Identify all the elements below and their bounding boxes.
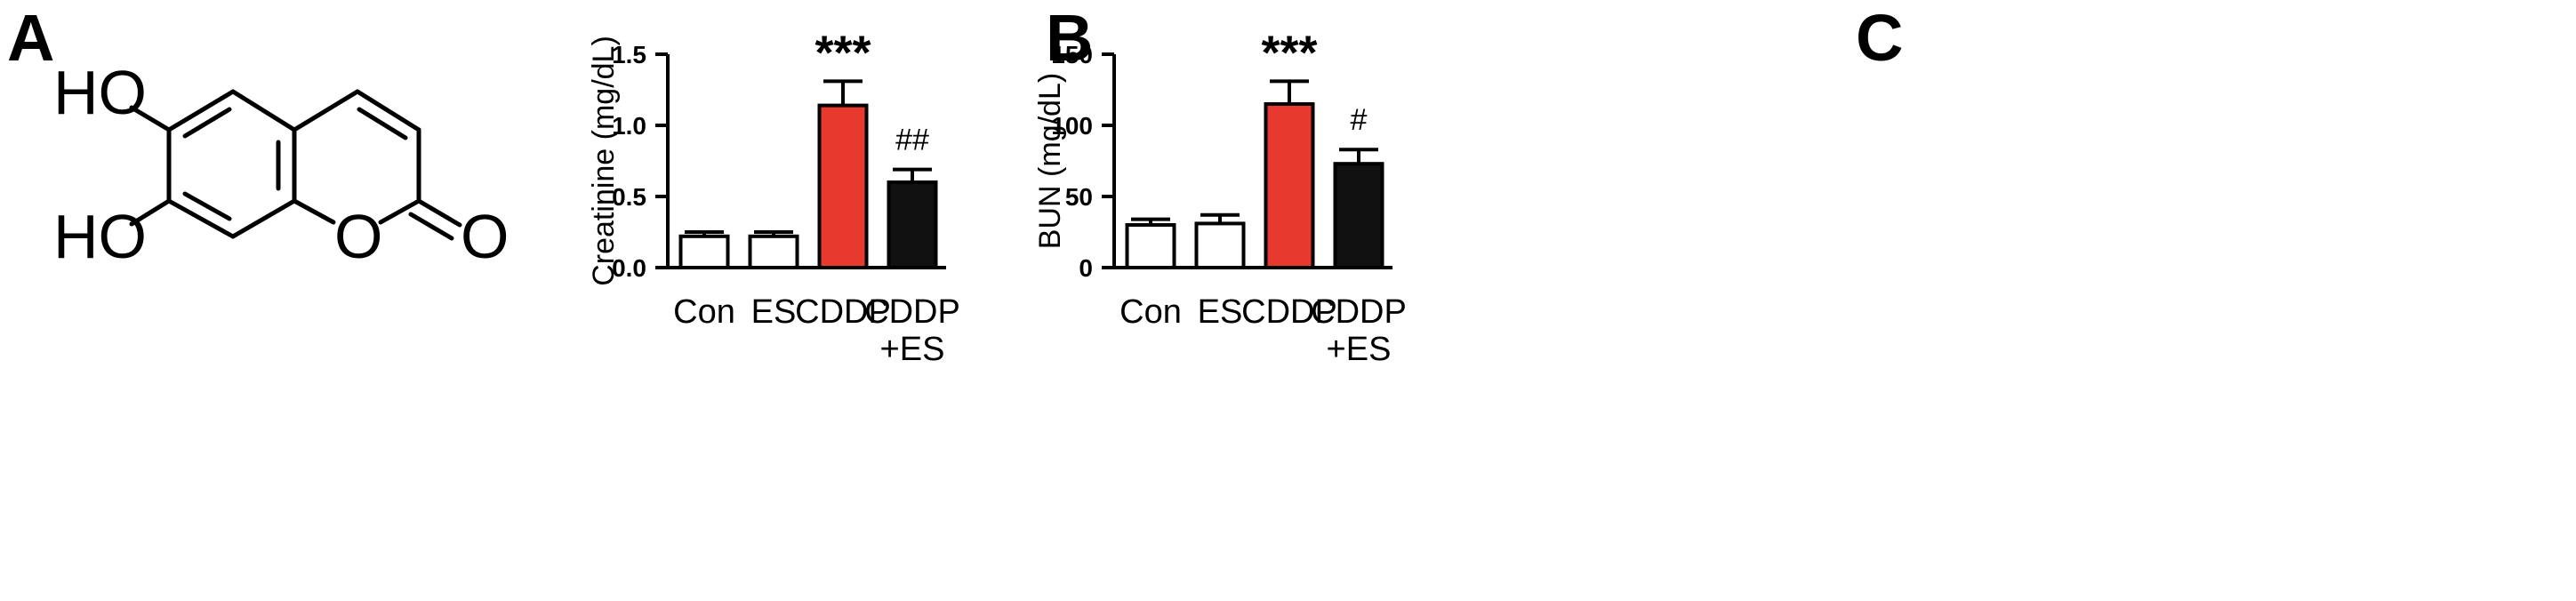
significance-label: # (1351, 103, 1368, 137)
bond-a4 (166, 198, 236, 239)
bond-a4-inner (182, 191, 232, 221)
y-tick-label: 150 (1051, 41, 1093, 68)
y-tick-label: 50 (1065, 183, 1093, 211)
bond-b4 (378, 198, 421, 225)
y-axis-label: Creatinine (mg/dL) (587, 36, 621, 286)
bond-b1 (292, 89, 360, 132)
y-tick-label: 0.5 (612, 183, 646, 211)
bar (678, 234, 730, 269)
significance-label: *** (815, 26, 871, 79)
y-axis-label: BUN (mg/dL) (1033, 73, 1067, 249)
x-category-label: CDDP (795, 293, 891, 331)
bar (817, 103, 869, 269)
x-category-label: +ES (1327, 331, 1392, 368)
bar (748, 234, 799, 269)
bond-a6 (166, 89, 236, 132)
x-category-label: Con (1119, 293, 1182, 331)
bar (1264, 102, 1315, 269)
panel-label-a: A (7, 1, 55, 75)
x-category-label: ES (1198, 293, 1243, 331)
bar (887, 180, 938, 269)
x-category-label: CDDP (864, 293, 960, 331)
atom-label-ho-top: HO (53, 58, 147, 127)
x-category-label: CDDP (1311, 293, 1407, 331)
y-tick-label: 0 (1079, 254, 1093, 282)
bond-a1 (230, 89, 297, 132)
y-tick-label: 1.0 (612, 112, 646, 140)
atom-label-ho-bottom: HO (53, 202, 147, 271)
x-category-label: CDDP (1241, 293, 1337, 331)
bond-oh-top (129, 105, 172, 132)
y-tick-label: 1.5 (612, 41, 646, 68)
atom-label-carbonyl-o: O (461, 202, 509, 271)
bond-oh-bottom (129, 198, 172, 227)
panel-label-b: B (1046, 1, 1094, 75)
bond-carbonyl-1 (416, 198, 462, 228)
significance-label: *** (1261, 26, 1317, 79)
bond-b2 (355, 89, 421, 132)
atom-label-ring-o: O (334, 202, 382, 271)
bar (1194, 221, 1246, 269)
x-category-label: Con (673, 293, 735, 331)
panel-label-c: C (1856, 1, 1904, 75)
y-tick-label: 100 (1051, 112, 1093, 140)
bar (1333, 162, 1384, 269)
bond-a3 (230, 198, 297, 239)
x-category-label: ES (751, 293, 797, 331)
chemical-structure: HO HO O O (53, 58, 509, 271)
significance-label: ## (895, 124, 929, 157)
bar (1125, 223, 1176, 269)
y-tick-label: 0.0 (612, 254, 646, 282)
bond-carbonyl-2 (408, 212, 454, 241)
bond-b5 (292, 198, 336, 225)
bond-a6-inner (182, 107, 232, 139)
x-category-label: +ES (880, 331, 945, 368)
bond-b2-inner (357, 107, 408, 140)
